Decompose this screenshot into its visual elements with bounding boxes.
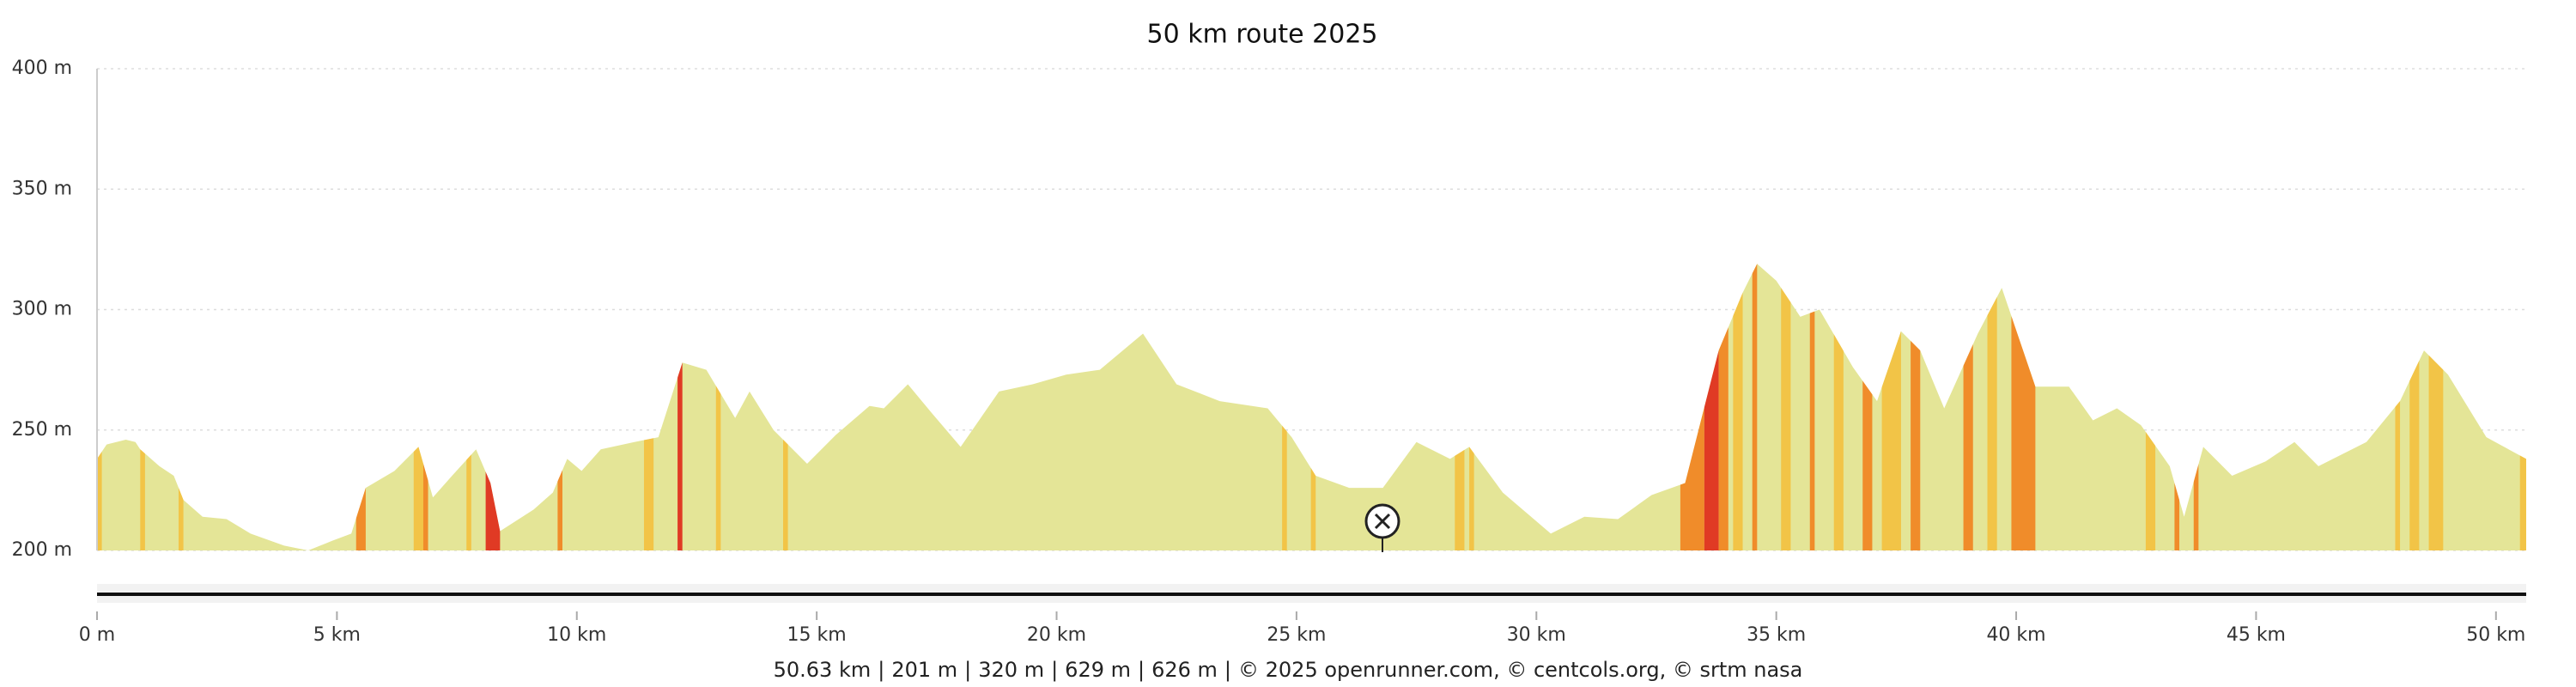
- grade-band: [1718, 264, 1728, 550]
- grade-band: [1781, 264, 1791, 550]
- grade-band: [1833, 264, 1844, 550]
- grade-band: [2395, 264, 2401, 550]
- stat: 320 m: [978, 658, 1045, 682]
- x-tick-label: 35 km: [1747, 624, 1806, 646]
- credits: © 2025 openrunner.com, © centcols.org, ©…: [1238, 658, 1803, 682]
- chart-title: 50 km route 2025: [1147, 20, 1378, 50]
- x-tick-label: 45 km: [2227, 624, 2286, 646]
- grade-band: [2409, 264, 2420, 550]
- x-tick-label: 0 m: [79, 624, 115, 646]
- stat: 629 m: [1065, 658, 1131, 682]
- start-marker: [1364, 503, 1400, 552]
- y-tick-label: 200 m: [12, 539, 72, 561]
- footer: 50.63 km | 201 m | 320 m | 629 m | 626 m | © 2025 …: [0, 658, 2576, 682]
- separator: |: [1051, 658, 1059, 682]
- y-tick-label: 350 m: [12, 178, 72, 199]
- grade-band: [2145, 264, 2156, 550]
- grade-band: [1963, 264, 1973, 550]
- x-tick-label: 5 km: [313, 624, 361, 646]
- x-tick-label: 25 km: [1267, 624, 1326, 646]
- separator: |: [1138, 658, 1145, 682]
- y-tick-label: 400 m: [12, 58, 72, 79]
- x-tick-label: 15 km: [787, 624, 847, 646]
- grade-band: [355, 264, 366, 550]
- separator: |: [878, 658, 885, 682]
- x-tick-label: 10 km: [547, 624, 606, 646]
- scrollbar-thumb[interactable]: [97, 593, 2526, 596]
- grade-band: [1752, 264, 1758, 550]
- stat: 201 m: [891, 658, 958, 682]
- stat: 50.63 km: [773, 658, 872, 682]
- grade-band: [1911, 264, 1921, 550]
- chart: 50 km route 2025 200 m 250 m 300 m 350 m 400…: [12, 20, 2526, 646]
- separator: |: [1224, 658, 1232, 682]
- x-tick-label: 30 km: [1507, 624, 1566, 646]
- grade-band: [677, 264, 683, 550]
- grade-band: [1733, 264, 1743, 550]
- grade-band: [1809, 264, 1815, 550]
- stat: 626 m: [1151, 658, 1218, 682]
- x-tick-label: 40 km: [1986, 624, 2045, 646]
- x-tick-label: 20 km: [1027, 624, 1086, 646]
- separator: |: [964, 658, 972, 682]
- grade-band: [1862, 264, 1873, 550]
- grade-band: [715, 264, 721, 550]
- x-tick-label: 50 km: [2466, 624, 2525, 646]
- y-tick-label: 300 m: [12, 299, 72, 320]
- grade-band: [140, 264, 145, 550]
- y-tick-label: 250 m: [12, 419, 72, 441]
- grade-band: [1987, 264, 1997, 550]
